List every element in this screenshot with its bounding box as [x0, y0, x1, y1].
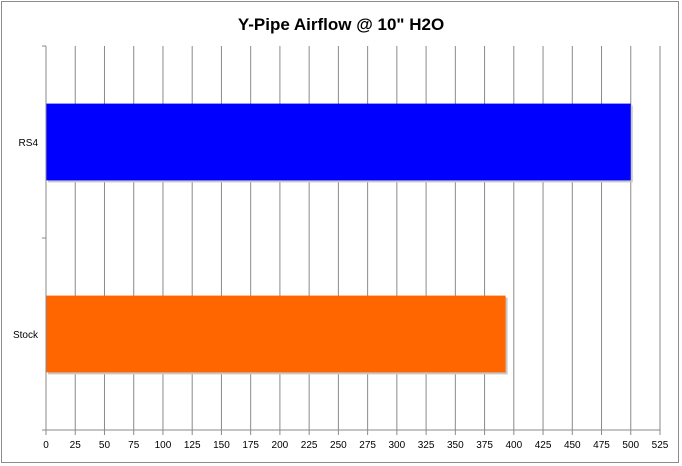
x-tick-label-400: 400: [505, 440, 522, 451]
category-label-stock: Stock: [13, 330, 39, 341]
x-tick-label-225: 225: [301, 440, 318, 451]
x-tick-label-375: 375: [476, 440, 493, 451]
axes: [42, 45, 661, 435]
x-tick-label-175: 175: [242, 440, 259, 451]
chart-title: Y-Pipe Airflow @ 10" H2O: [238, 15, 444, 34]
bars: [46, 103, 633, 375]
category-labels: RS4 Stock: [13, 138, 39, 341]
x-tick-label-50: 50: [99, 440, 111, 451]
x-tick-label-350: 350: [447, 440, 464, 451]
x-tick-label-200: 200: [272, 440, 289, 451]
x-tick-label-0: 0: [43, 440, 49, 451]
x-tick-label-75: 75: [128, 440, 140, 451]
x-tick-label-500: 500: [622, 440, 639, 451]
x-tick-label-150: 150: [213, 440, 230, 451]
x-tick-label-450: 450: [564, 440, 581, 451]
x-tick-label-275: 275: [359, 440, 376, 451]
x-tick-label-325: 325: [418, 440, 435, 451]
x-tick-label-125: 125: [184, 440, 201, 451]
x-tick-label-100: 100: [155, 440, 172, 451]
x-tick-labels: 0 25 50 75 100 125 150 175 200 225 250 275 300 325 350…: [43, 440, 669, 451]
x-tick-label-425: 425: [535, 440, 552, 451]
bar-rs4: [46, 103, 631, 181]
bar-stock: [46, 295, 506, 373]
x-tick-label-250: 250: [330, 440, 347, 451]
x-tick-label-25: 25: [70, 440, 82, 451]
x-tick-label-300: 300: [389, 440, 406, 451]
x-tick-label-475: 475: [593, 440, 610, 451]
x-tick-label-525: 525: [652, 440, 669, 451]
category-label-rs4: RS4: [19, 138, 39, 149]
